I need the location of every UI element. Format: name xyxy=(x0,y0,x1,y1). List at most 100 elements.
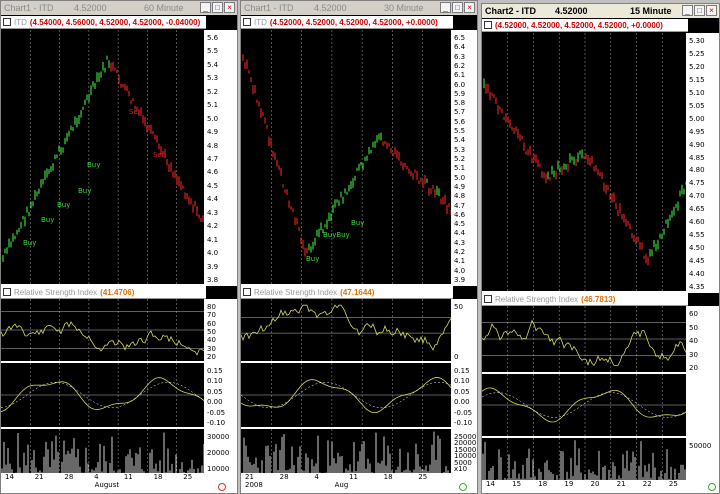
axis-tick-label: 80 xyxy=(207,303,216,311)
axis-tick-label: 5.4 xyxy=(207,60,219,69)
trade-signal-label: Buy xyxy=(78,187,92,195)
oscillator-panel[interactable] xyxy=(241,363,453,427)
date-tick-label: 4 xyxy=(94,473,99,481)
panel-toggle-icon[interactable] xyxy=(243,18,251,26)
axis-tick-label: 4.3 xyxy=(454,238,466,247)
axis-tick-label: 5.1 xyxy=(207,101,219,110)
trade-signal-label: Buy xyxy=(23,239,37,247)
axis-tick-label: 4.9 xyxy=(207,128,219,137)
axis-tick-label: 4.35 xyxy=(689,283,705,291)
window-1-titlebar[interactable]: Chart1 - ITD 4.52000 60 Minute xyxy=(1,1,237,15)
axis-tick-label: 30 xyxy=(207,344,216,353)
window-1-price: 4.52000 xyxy=(74,3,107,13)
month-label: August xyxy=(94,481,120,489)
rsi-panel[interactable] xyxy=(241,299,453,361)
rsi-header: Relative Strength Index (47.1644) xyxy=(241,286,453,299)
axis-tick-label: 4.60 xyxy=(689,218,705,227)
window-2-titlebar[interactable]: Chart1 - ITD 4.52000 30 Minute xyxy=(241,1,477,15)
axis-tick-label: 4.5 xyxy=(454,220,466,229)
window-3-title: Chart2 - ITD xyxy=(485,6,537,16)
axis-tick-label: 0.10 xyxy=(454,377,470,386)
rsi-axis: 50 0 xyxy=(451,299,477,361)
date-tick-label: 4 xyxy=(314,473,319,481)
trade-signal-label: Buy xyxy=(306,255,320,263)
axis-tick-label: 5.20 xyxy=(689,62,705,71)
date-axis: 21 28 4 11 18 25 Aug 2008 xyxy=(241,473,477,493)
date-tick-label: 18 xyxy=(153,473,163,481)
panel-toggle-icon[interactable] xyxy=(3,288,11,296)
axis-tick-label: 20000 xyxy=(454,439,477,448)
rsi-panel[interactable] xyxy=(1,299,206,361)
date-tick-label: 15 xyxy=(512,480,522,488)
close-icon[interactable]: × xyxy=(464,2,475,13)
ohlc-values: (4.52000, 4.52000, 4.52000, 4.52000, +0.… xyxy=(495,20,663,30)
minimize-icon[interactable]: _ xyxy=(682,5,693,16)
trade-signal-label: Sell xyxy=(153,151,166,159)
price-chart[interactable] xyxy=(482,33,688,291)
axis-tick-label: 4.6 xyxy=(454,210,466,219)
status-icon[interactable] xyxy=(218,483,226,491)
axis-tick-label: 6.4 xyxy=(454,43,466,52)
panel-toggle-icon[interactable] xyxy=(3,18,11,26)
axis-tick-label: 4.65 xyxy=(689,205,705,214)
volume-axis: 30000 20000 10000 xyxy=(204,429,237,473)
axis-tick-label: -0.10 xyxy=(454,419,473,427)
maximize-icon[interactable]: □ xyxy=(452,2,463,13)
axis-tick-label: 6.1 xyxy=(454,71,466,80)
axis-tick-label: 5.10 xyxy=(689,88,705,97)
trade-signal-label: Buy xyxy=(41,216,55,224)
axis-tick-label: 4.7 xyxy=(454,201,466,210)
trade-signal-label: Buy xyxy=(87,161,101,169)
axis-tick-label: 5.7 xyxy=(454,108,466,117)
axis-tick-label: 50 xyxy=(689,323,698,332)
axis-tick-label: 5.9 xyxy=(454,89,466,98)
date-tick-label: 21 xyxy=(616,480,626,488)
axis-tick-label: 5.3 xyxy=(207,74,219,83)
price-axis: 6.5 6.4 6.3 6.2 6.1 6.0 5.9 5.8 5.7 5.6 5.5 5.4 5.3 5… xyxy=(451,30,477,284)
volume-panel[interactable] xyxy=(1,429,206,473)
axis-tick-label: x10 xyxy=(454,465,468,473)
axis-tick-label: 0.15 xyxy=(207,367,223,375)
date-tick-label: 22 xyxy=(642,480,652,488)
axis-tick-label: 5.0 xyxy=(454,173,466,182)
axis-tick-label: 4.1 xyxy=(207,235,219,244)
axis-tick-label: 50 xyxy=(207,328,216,336)
axis-tick-label: 5.1 xyxy=(454,164,466,173)
status-icon[interactable] xyxy=(708,483,716,491)
oscillator-panel[interactable] xyxy=(482,374,688,436)
price-axis: 5.6 5.5 5.4 5.3 5.2 5.1 5.0 4.9 4.8 4.7 4.6 4.5 4.4 4… xyxy=(204,30,237,284)
chart-window-1[interactable]: Chart1 - ITD 4.52000 60 Minute _ □ × ITD… xyxy=(0,0,238,494)
maximize-icon[interactable]: □ xyxy=(694,5,705,16)
price-chart[interactable] xyxy=(241,30,453,284)
axis-tick-label: 4.85 xyxy=(689,153,705,162)
minimize-icon[interactable]: _ xyxy=(440,2,451,13)
axis-tick-label: 0.05 xyxy=(207,387,223,396)
ohlc-values: (4.54000, 4.56000, 4.52000, 4.52000, -0.… xyxy=(29,17,201,27)
trade-signal-label: Sell xyxy=(129,108,142,116)
panel-toggle-icon[interactable] xyxy=(484,21,492,29)
axis-tick-label: 4.70 xyxy=(689,192,705,201)
status-icon[interactable] xyxy=(459,483,467,491)
close-icon[interactable]: × xyxy=(706,5,717,16)
chart-window-3[interactable]: Chart2 - ITD 4.52000 15 Minute _ □ × (4.… xyxy=(481,3,720,494)
maximize-icon[interactable]: □ xyxy=(212,2,223,13)
axis-tick-label: 4.2 xyxy=(207,222,219,231)
panel-toggle-icon[interactable] xyxy=(484,295,492,303)
volume-axis: 50000 xyxy=(686,438,719,480)
chart-window-2[interactable]: Chart1 - ITD 4.52000 30 Minute _ □ × ITD… xyxy=(240,0,478,494)
volume-panel[interactable] xyxy=(482,438,688,480)
axis-tick-label: 4.50 xyxy=(689,244,705,253)
rsi-panel[interactable] xyxy=(482,306,688,372)
price-chart[interactable] xyxy=(1,30,206,284)
rsi-header: Relative Strength Index (41.4706) xyxy=(1,286,206,299)
date-tick-label: 18 xyxy=(538,480,548,488)
window-3-titlebar[interactable]: Chart2 - ITD 4.52000 15 Minute xyxy=(482,4,719,18)
oscillator-panel[interactable] xyxy=(1,363,206,427)
panel-toggle-icon[interactable] xyxy=(243,288,251,296)
trade-signal-label: Buy xyxy=(351,219,365,227)
close-icon[interactable]: × xyxy=(224,2,235,13)
minimize-icon[interactable]: _ xyxy=(200,2,211,13)
volume-panel[interactable] xyxy=(241,429,453,473)
axis-tick-label: 20 xyxy=(689,364,698,372)
axis-tick-label: 15000 xyxy=(454,445,477,454)
